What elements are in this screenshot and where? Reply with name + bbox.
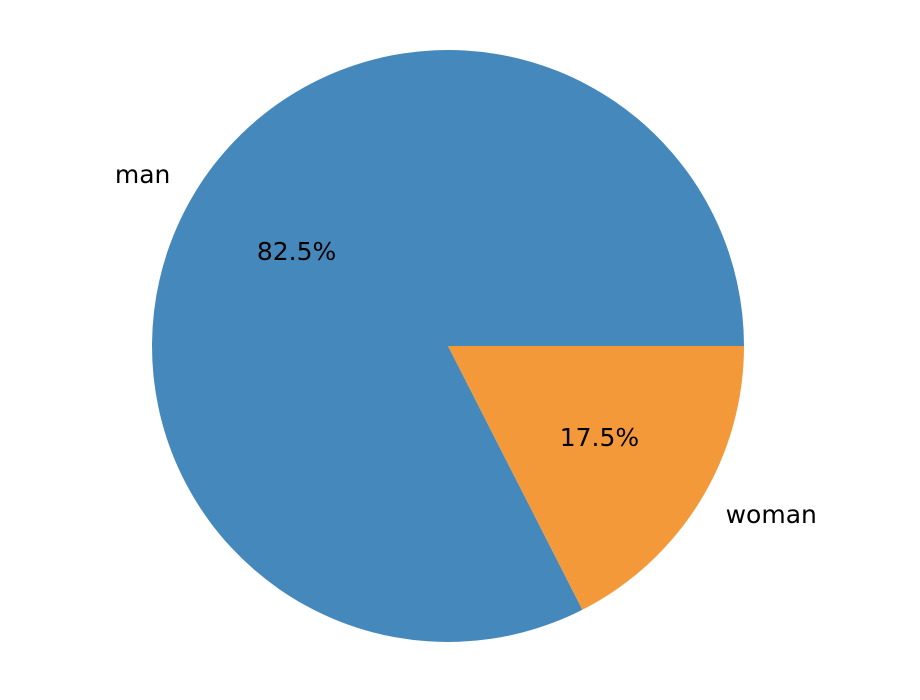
value-label: 17.5% (560, 423, 639, 452)
pie-slice (448, 346, 744, 610)
slice-label: woman (726, 500, 817, 529)
pie-slice (152, 50, 745, 643)
value-label: 82.5% (257, 237, 336, 266)
slice-label: man (115, 160, 171, 189)
